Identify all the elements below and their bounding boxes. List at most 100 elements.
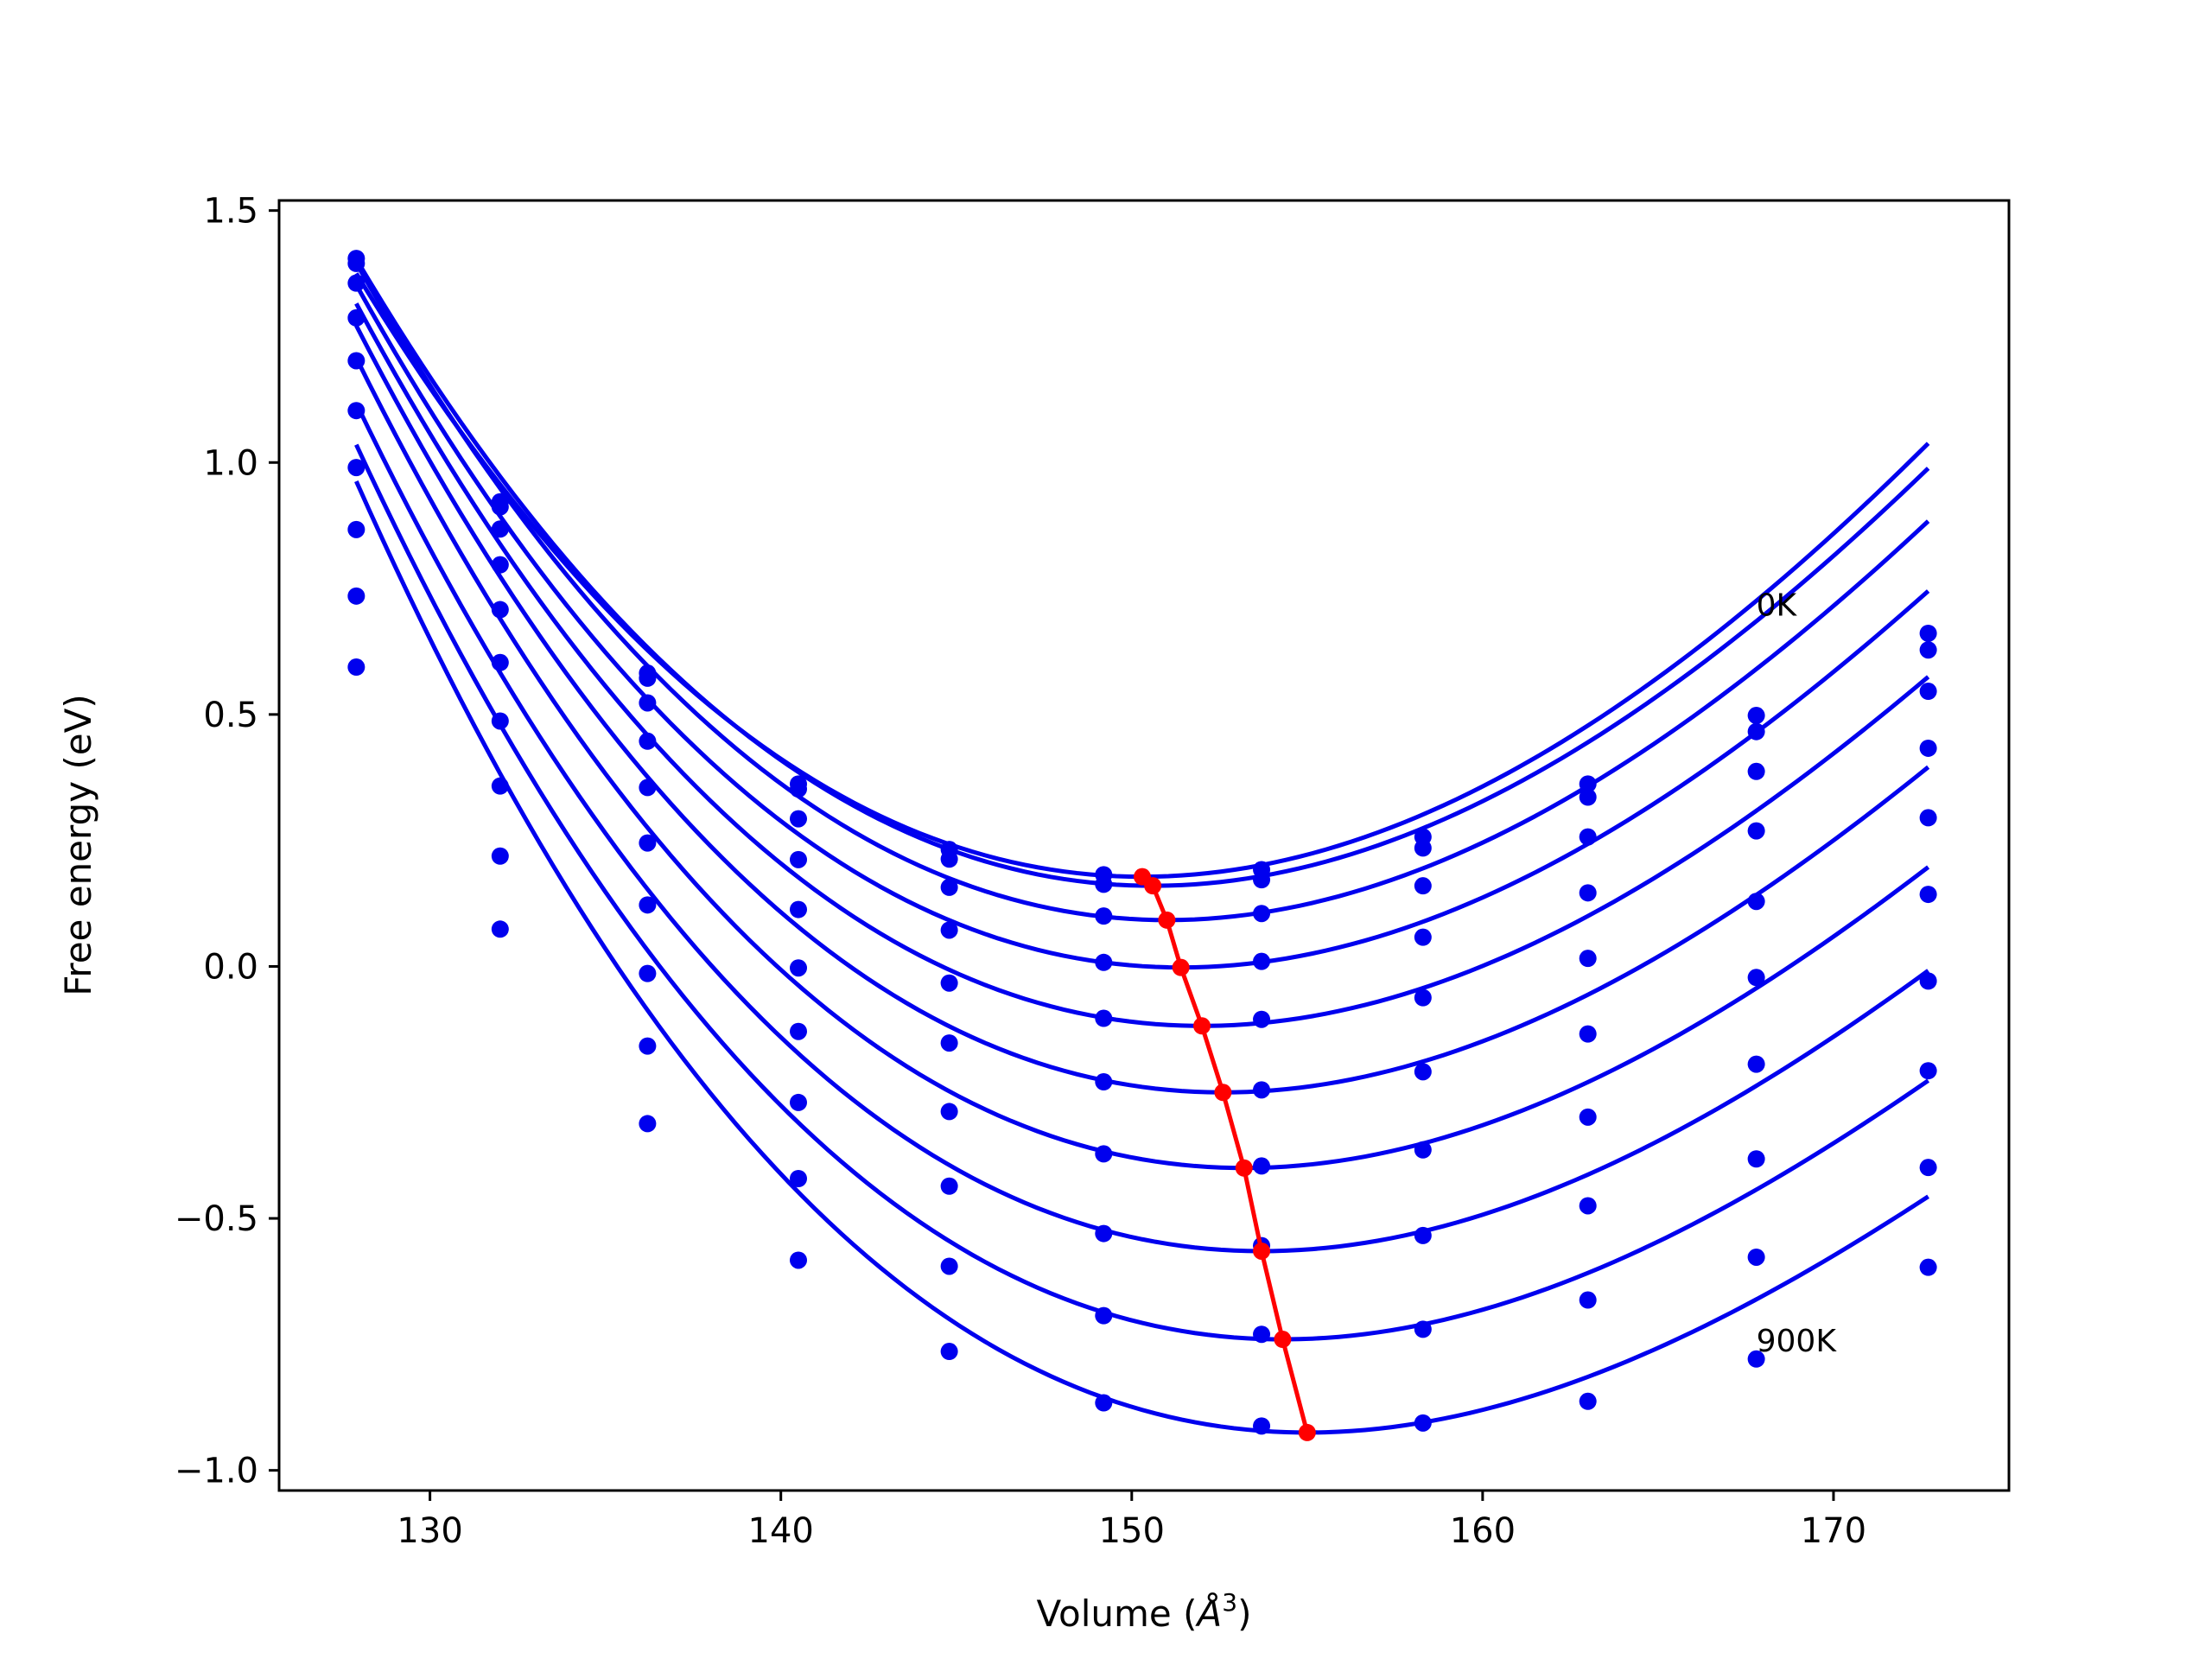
y-tick-label: 0.0 [203, 947, 258, 987]
y-axis: 1.5 1.0 0.5 0.0 −0.5 −1.0 [175, 192, 279, 1491]
annotation-label: 900K [1757, 1324, 1838, 1359]
fit-curve-3 [354, 283, 1930, 970]
y-tick-label: −0.5 [175, 1199, 258, 1239]
x-axis-label: Volume (Å3) [1037, 1588, 1252, 1635]
data-point [491, 847, 509, 865]
data-point [347, 587, 365, 605]
x-tick-label: 160 [1450, 1511, 1516, 1551]
data-point [491, 777, 509, 795]
data-point [1253, 952, 1271, 970]
data-point [1919, 641, 1937, 659]
data-point [1579, 788, 1597, 806]
data-point [1919, 1159, 1937, 1177]
data-point [940, 1103, 958, 1121]
minimum-point [1274, 1331, 1292, 1349]
x-axis: 130 140 150 160 170 [397, 1491, 1866, 1551]
data-point [491, 712, 509, 730]
fit-curve-2 [354, 262, 1930, 923]
data-point [1579, 1291, 1597, 1309]
data-point [1414, 1414, 1432, 1432]
data-point [639, 732, 657, 750]
data-point [1919, 1062, 1937, 1080]
data-point [790, 780, 808, 798]
data-point [347, 658, 365, 677]
data-point [940, 1034, 958, 1052]
data-point [491, 556, 509, 574]
data-point [1095, 1306, 1113, 1325]
data-point [347, 274, 365, 292]
minimum-point [1253, 1242, 1271, 1260]
y-axis-label: Free energy (eV) [57, 694, 99, 996]
data-point [1579, 1392, 1597, 1410]
data-point [639, 834, 657, 852]
data-point [940, 1177, 958, 1195]
data-point [1253, 1010, 1271, 1028]
data-point [1253, 1081, 1271, 1099]
data-point [1747, 707, 1765, 725]
data-point [1579, 1197, 1597, 1215]
data-point [1919, 739, 1937, 757]
data-point [1095, 907, 1113, 925]
y-tick-label: 1.0 [203, 443, 258, 483]
data-point [1414, 839, 1432, 857]
data-point [1414, 1141, 1432, 1159]
annotation-label: 0K [1757, 588, 1798, 624]
data-point [1919, 683, 1937, 701]
data-point [1579, 950, 1597, 968]
data-point [790, 850, 808, 868]
data-point [1095, 1394, 1113, 1412]
minimum-point [1172, 958, 1190, 976]
data-point [1414, 1320, 1432, 1338]
y-tick-label: −1.0 [175, 1452, 258, 1491]
fit-curve-6 [354, 357, 1930, 1171]
data-point [1095, 1009, 1113, 1027]
data-point [940, 878, 958, 896]
fit-curve-1 [354, 257, 1930, 888]
data-point [1414, 988, 1432, 1007]
data-point [1747, 762, 1765, 780]
data-point [491, 498, 509, 516]
minimum-point [1214, 1084, 1232, 1102]
data-point [491, 601, 509, 619]
data-point [639, 669, 657, 687]
data-point [491, 520, 509, 538]
data-point [347, 352, 365, 370]
data-point [790, 900, 808, 918]
data-point [639, 1037, 657, 1055]
data-point [1579, 1025, 1597, 1043]
y-tick-label: 1.5 [203, 192, 258, 232]
data-point [1095, 875, 1113, 893]
data-point [790, 810, 808, 828]
fit-curve-9 [354, 480, 1929, 1435]
minimum-point [1144, 877, 1162, 895]
data-point [940, 1257, 958, 1275]
data-points-group [347, 250, 1937, 1435]
data-point [639, 896, 657, 914]
data-point [1253, 1157, 1271, 1175]
minima-group [1133, 868, 1316, 1441]
data-point [1095, 953, 1113, 971]
data-point [1747, 969, 1765, 987]
minimum-point [1158, 911, 1176, 929]
x-tick-label: 150 [1099, 1511, 1165, 1551]
data-point [1414, 1063, 1432, 1081]
x-tick-label: 170 [1801, 1511, 1866, 1551]
y-tick-label: 0.5 [203, 696, 258, 735]
data-point [1095, 1224, 1113, 1243]
data-point [1253, 905, 1271, 923]
data-point [1747, 722, 1765, 741]
minimum-point [1193, 1017, 1211, 1035]
data-point [1414, 877, 1432, 895]
data-point [639, 1115, 657, 1133]
data-point [491, 653, 509, 671]
data-point [1579, 1108, 1597, 1126]
data-point [1747, 1248, 1765, 1266]
minimum-point [1298, 1423, 1316, 1441]
data-point [790, 959, 808, 977]
fit-curve-4 [354, 302, 1930, 1028]
data-point [1919, 809, 1937, 827]
data-point [1095, 1145, 1113, 1163]
data-point [1919, 972, 1937, 990]
plot-frame [277, 199, 2011, 1492]
